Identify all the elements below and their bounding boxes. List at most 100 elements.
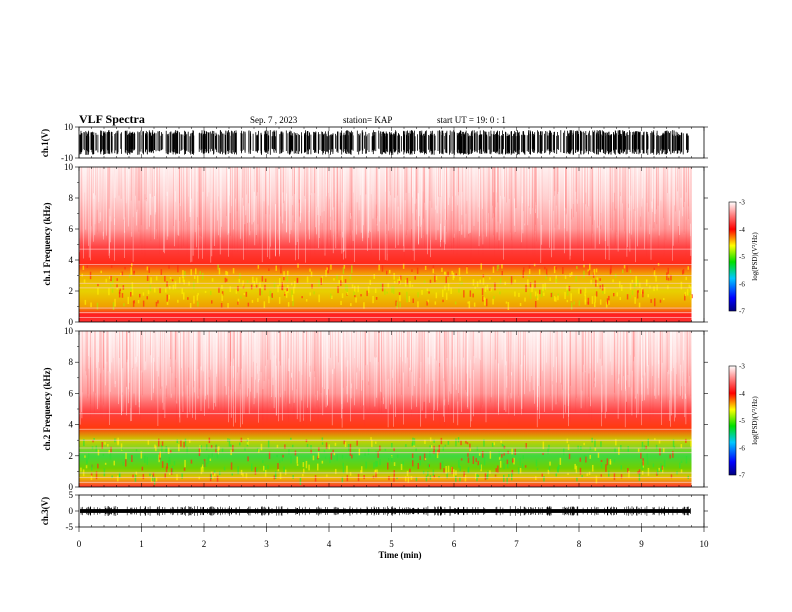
ch1-spectrogram-band-texture	[564, 291, 566, 300]
ch2-spectrogram-band-texture	[663, 459, 666, 468]
ch1-spectrogram-band-texture	[539, 289, 541, 295]
ch2-spectrogram-band-texture	[547, 469, 550, 475]
ch1-spectrogram-band-texture	[550, 292, 553, 298]
ch2-spectrogram-band-texture	[615, 438, 617, 446]
ch1-spectrogram-band-texture	[221, 293, 223, 301]
ch2-spectrogram-band-texture	[223, 466, 226, 471]
ch1-spectrogram-band-texture	[320, 277, 323, 285]
ch3-waveform-ytick-label: 5	[69, 490, 74, 500]
ch1-spectrogram-band-texture	[331, 295, 333, 299]
ch1-spectrogram-band-texture	[555, 266, 557, 270]
ch1-spectrogram-band-texture	[590, 279, 592, 285]
ch1-spectrogram-band-texture	[608, 295, 610, 302]
ch2-spectrogram-band-texture	[202, 464, 204, 473]
ch2-spectrogram-band-texture	[600, 474, 602, 477]
ch1-spectrogram-band-texture	[528, 268, 531, 275]
ch1-spectrogram-band-texture	[259, 288, 261, 296]
ch2-spectrogram-band-texture	[419, 460, 421, 466]
ch2-spectrogram-ytick-label: 0	[69, 482, 74, 492]
ch1-spectrogram-band-texture	[576, 266, 578, 269]
ch1-spectrogram-band-texture	[468, 301, 471, 309]
ch2-spectrogram-band-texture	[511, 469, 514, 475]
ch1-spectrogram-band-texture	[691, 294, 693, 299]
ch1-spectrogram-band-texture	[458, 267, 461, 276]
station-label: station= KAP	[343, 115, 392, 125]
ch1-spectrogram-band-texture	[264, 278, 267, 282]
ch2-spectrogram-band-texture	[638, 469, 641, 476]
ch2-spectrogram-band-texture	[321, 460, 324, 464]
ch2-spectrogram-band-texture	[424, 439, 426, 444]
ch1-spectrogram-band-texture	[482, 277, 485, 285]
ch2-spectrogram-ylabel-text: ch.2 Frequency (kHz)	[42, 367, 52, 450]
ch2-spectrogram-band-texture	[536, 467, 539, 471]
ch2-spectrogram-band-texture	[171, 465, 174, 473]
ch2-spectrogram-band-texture	[433, 445, 435, 454]
ch2-spectrogram-band-texture	[212, 474, 214, 479]
ch1-spectrogram-band-texture	[480, 263, 482, 270]
ch2-spectrogram-band-texture	[152, 472, 155, 477]
ch1-spectrogram-band-texture	[589, 263, 591, 270]
ch2-spectrogram-band-texture	[348, 444, 350, 451]
ch2-spectrogram-band-texture	[147, 440, 150, 445]
ch1-spectrogram-band-texture	[445, 276, 447, 284]
ch3-waveform-ylabel: ch.3(V)	[40, 497, 50, 525]
ch1-spectrogram-band-texture	[165, 288, 167, 293]
ch1-spectrogram-band-texture	[494, 282, 496, 291]
ch2-spectrogram-band-texture	[586, 473, 589, 476]
ch2-spectrogram-band-texture	[161, 461, 164, 468]
ch2-spectrogram-band-texture	[230, 462, 233, 470]
ch2-spectrogram-band-texture	[656, 468, 659, 475]
ch1-spectrogram-band-texture	[326, 267, 328, 271]
ch2-spectrogram-band-texture	[296, 456, 298, 464]
ch2-spectrogram-band-texture	[424, 458, 427, 461]
ch1-spectrogram-band-texture	[217, 264, 219, 270]
ch2-spectrogram-band-texture	[92, 440, 94, 443]
time-axis-tick-label: 10	[700, 539, 710, 549]
time-axis-tick-label: 0	[77, 539, 82, 549]
ch1-spectrogram-band-texture	[261, 288, 263, 295]
ch1-spectrogram-band-texture	[305, 299, 308, 302]
ch2-spectrogram-colorbar-tick-label: -6	[739, 444, 745, 452]
ch1-spectrogram-band-texture	[146, 296, 148, 300]
ch1-spectrogram-band-texture	[116, 287, 118, 290]
ch1-spectrogram-band-texture	[131, 289, 134, 296]
ch2-spectrogram-band-texture	[618, 447, 620, 455]
ch1-spectrogram-band-texture	[363, 302, 365, 309]
ch1-spectrogram-band-texture	[237, 285, 239, 292]
ch1-spectrogram-band-texture	[505, 301, 508, 304]
ch2-spectrogram-band-texture	[469, 448, 471, 452]
ch2-spectrogram-band-texture	[508, 474, 510, 478]
ch1-spectrogram-band-texture	[193, 281, 195, 290]
ch2-spectrogram-band-texture	[279, 472, 282, 479]
ch2-spectrogram-band-texture	[210, 473, 213, 480]
ch2-spectrogram-band-texture	[180, 439, 182, 447]
ch1-spectrogram-band-texture	[183, 292, 185, 300]
ch2-spectrogram-band-texture	[423, 453, 426, 461]
ch2-spectrogram-band-texture	[237, 466, 239, 475]
start-ut-label: start UT = 19: 0 : 1	[437, 115, 506, 125]
ch1-spectrogram-band-texture	[594, 295, 596, 303]
ch1-spectrogram-band-texture	[354, 295, 356, 298]
ch1-spectrogram-band-texture	[467, 301, 469, 304]
ch1-spectrogram-band-texture	[291, 294, 294, 302]
ch1-spectrogram-band-texture	[622, 269, 624, 274]
ch2-spectrogram-band-texture	[150, 475, 153, 483]
ch2-spectrogram-band-texture	[159, 451, 161, 458]
ch2-spectrogram-band-texture	[346, 465, 348, 474]
ch1-spectrogram-band-texture	[353, 291, 355, 296]
ch1-spectrogram-band-texture	[596, 283, 598, 286]
ch2-spectrogram-band-texture	[251, 463, 253, 472]
ch1-spectrogram-band-texture	[486, 284, 489, 290]
ch1-spectrogram-band-texture	[132, 301, 135, 307]
ch1-spectrogram-band-texture	[595, 268, 598, 273]
ch1-spectrogram-band-texture	[473, 302, 476, 307]
ch2-spectrogram-band-texture	[433, 474, 435, 478]
ch2-spectrogram-band-texture	[592, 464, 594, 472]
ch1-spectrogram-band-texture	[146, 275, 149, 281]
ch1-spectrogram-band-texture	[123, 303, 125, 307]
ch1-spectrogram-band-texture	[626, 294, 629, 300]
ch2-spectrogram-band-texture	[125, 459, 127, 467]
ch2-spectrogram-band-texture	[577, 445, 579, 450]
ch2-spectrogram-band-texture	[240, 469, 243, 476]
ch1-spectrogram-band-texture	[196, 275, 199, 283]
